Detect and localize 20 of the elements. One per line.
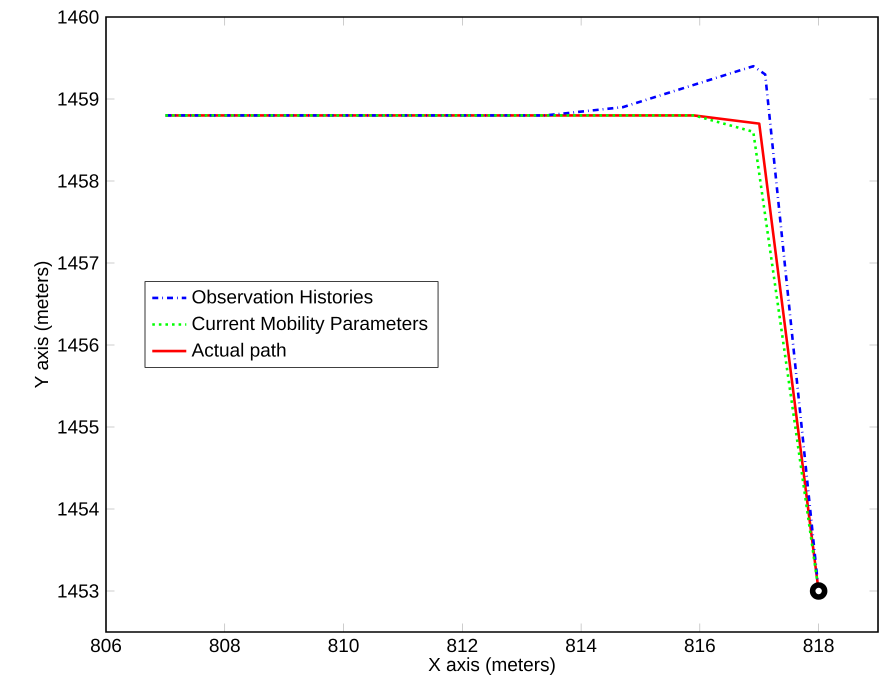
x-tick-label: 818 — [804, 638, 834, 652]
y-tick-label: 1455 — [58, 420, 98, 434]
x-tick-label: 808 — [210, 638, 240, 652]
legend-label: Current Mobility Parameters — [192, 316, 428, 334]
x-tick-label: 816 — [684, 638, 715, 652]
x-tick-label: 812 — [447, 638, 478, 652]
x-tick-label: 810 — [328, 638, 359, 652]
x-tick-label: 814 — [566, 638, 596, 652]
y-tick-label: 1457 — [58, 256, 98, 270]
y-tick-label: 1453 — [58, 584, 98, 598]
y-tick-label: 1454 — [58, 502, 99, 516]
y-tick-label: 1458 — [58, 174, 98, 188]
x-axis-title: X axis (meters) — [428, 657, 555, 675]
legend-label: Actual path — [192, 342, 286, 360]
y-tick-label: 1460 — [58, 10, 99, 24]
y-tick-label: 1459 — [58, 92, 98, 106]
x-tick-label: 806 — [90, 638, 121, 652]
y-tick-label: 1456 — [58, 338, 98, 352]
y-axis-title: Y axis (meters) — [34, 262, 52, 388]
legend-label: Observation Histories — [192, 290, 372, 304]
